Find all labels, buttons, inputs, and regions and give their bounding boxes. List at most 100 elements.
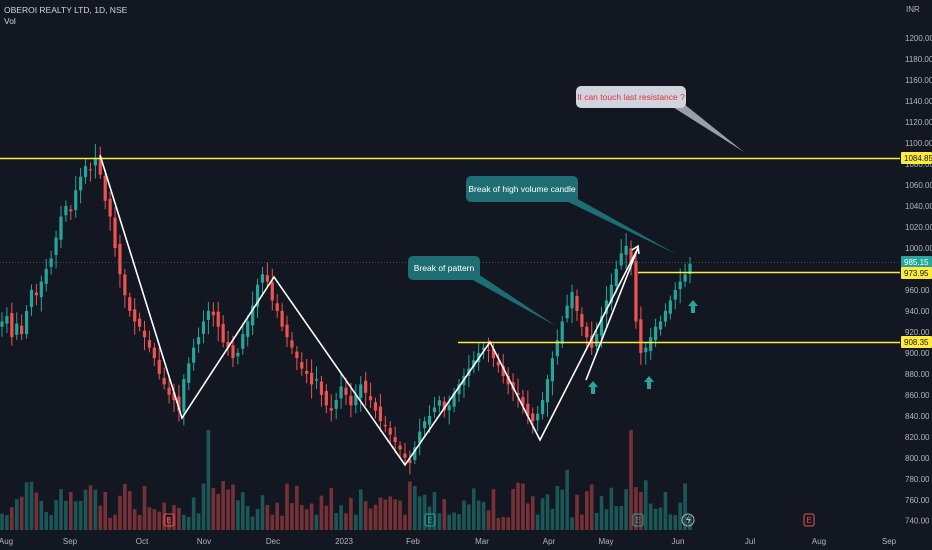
- volume-bar: [24, 482, 29, 530]
- candle-body: [192, 347, 196, 363]
- candle-body: [393, 437, 397, 443]
- volume-bar: [280, 515, 284, 530]
- volume-bar: [54, 500, 58, 530]
- candle-body: [442, 401, 446, 411]
- currency-label: INR: [906, 5, 920, 14]
- svg-text:E: E: [635, 516, 640, 525]
- candle-body: [54, 237, 58, 255]
- chart-legend[interactable]: OBEROI REALTY LTD, 1D, NSE Vol: [4, 5, 127, 27]
- candle-body: [29, 289, 34, 308]
- volume-bar: [44, 512, 49, 530]
- earnings-marker[interactable]: E: [424, 513, 436, 527]
- candle-body: [427, 415, 432, 425]
- price-tick-label: 800.00: [905, 454, 930, 463]
- pattern-zigzag[interactable]: [99, 154, 639, 467]
- volume-bar: [182, 514, 186, 530]
- candle-body: [373, 402, 378, 411]
- callout-pattern[interactable]: Break of pattern: [408, 256, 480, 280]
- volume-bar: [73, 501, 78, 530]
- up-arrow-icon[interactable]: [588, 381, 598, 394]
- volume-bar: [393, 499, 397, 530]
- candle-body: [64, 206, 68, 216]
- volume-bar: [467, 504, 471, 530]
- candle-body: [324, 390, 328, 406]
- price-tick-label: 760.00: [905, 496, 930, 505]
- candle-body: [152, 347, 156, 359]
- candle-body: [201, 321, 206, 334]
- volume-bar: [196, 513, 201, 530]
- candle-body: [108, 198, 112, 217]
- volume-bar: [177, 507, 181, 530]
- volume-bar: [491, 489, 496, 530]
- time-tick-label: Apr: [543, 537, 556, 546]
- volume-bar: [447, 514, 451, 530]
- volume-bar: [506, 517, 510, 530]
- volume-bar: [437, 513, 442, 530]
- candle-body: [639, 319, 643, 353]
- volume-bar: [427, 506, 432, 530]
- volume-bar: [565, 470, 569, 530]
- candle-body: [329, 408, 333, 411]
- candle-body: [668, 300, 672, 314]
- volume-bar: [211, 488, 216, 530]
- time-tick-label: Mar: [475, 537, 489, 546]
- volume-bar: [132, 509, 137, 530]
- volume-bar: [349, 497, 353, 530]
- volume-bar: [201, 483, 206, 530]
- candle-body: [575, 296, 579, 311]
- svg-text:908.35: 908.35: [904, 338, 929, 347]
- candle-body: [619, 253, 623, 266]
- volume-bar: [108, 517, 112, 530]
- price-tag-support: 908.35: [901, 336, 932, 348]
- arrowhead: [631, 244, 640, 255]
- volume-bar: [570, 517, 574, 530]
- time-axis[interactable]: Aug Sep Oct Nov Dec 2023 Feb Mar Apr May Jun Jul Aug…: [0, 537, 897, 546]
- volume-bar: [93, 489, 98, 530]
- pattern-zigzag-lower[interactable]: [585, 247, 639, 381]
- volume-bar: [540, 498, 545, 530]
- dividend-bolt-icon[interactable]: [681, 513, 695, 527]
- volume-bar: [555, 486, 560, 530]
- price-axis[interactable]: 1200.00 1180.00 1160.00 1140.00 1120.00 1100.…: [905, 34, 932, 526]
- volume-bar: [324, 505, 329, 530]
- candle-body: [118, 243, 122, 275]
- symbol-title[interactable]: OBEROI REALTY LTD, 1D, NSE: [4, 5, 128, 15]
- callout-pointer-pattern: [462, 274, 556, 326]
- candle-body: [555, 340, 559, 357]
- candle-body: [310, 372, 314, 385]
- candle-body: [604, 300, 609, 314]
- volume-bar: [373, 504, 378, 530]
- volume-bar: [594, 513, 599, 530]
- candle-body: [113, 217, 117, 249]
- earnings-marker[interactable]: E: [632, 513, 644, 527]
- candle-body: [5, 316, 9, 324]
- candle-body: [486, 349, 491, 351]
- volume-histogram: [0, 430, 692, 530]
- candle-body: [211, 311, 215, 316]
- price-tick-label: 1120.00: [905, 118, 932, 127]
- candle-body: [275, 303, 279, 311]
- candle-body: [241, 334, 245, 349]
- up-arrow-icon[interactable]: [644, 376, 654, 389]
- candle-body: [216, 311, 220, 327]
- volume-bar: [34, 492, 39, 530]
- volume-bar: [668, 514, 673, 530]
- callout-volume[interactable]: Break of high volume candle: [466, 176, 578, 202]
- volume-bar: [521, 483, 525, 530]
- candle-body: [344, 387, 348, 395]
- candle-body: [265, 275, 269, 282]
- candle-body: [683, 274, 687, 282]
- earnings-marker[interactable]: E: [163, 513, 175, 527]
- volume-bar: [378, 497, 383, 530]
- callout-resistance[interactable]: It can touch last resistance ?: [576, 86, 686, 108]
- volume-indicator-label[interactable]: Vol: [4, 16, 16, 26]
- candle-body: [418, 431, 422, 444]
- candle-body: [359, 384, 363, 398]
- volume-bar: [216, 493, 221, 530]
- volume-bar: [69, 492, 73, 530]
- candle-body: [305, 370, 309, 374]
- up-arrow-icon[interactable]: [688, 300, 698, 313]
- earnings-marker[interactable]: E: [803, 513, 815, 527]
- callout-pattern-text: Break of pattern: [414, 263, 475, 273]
